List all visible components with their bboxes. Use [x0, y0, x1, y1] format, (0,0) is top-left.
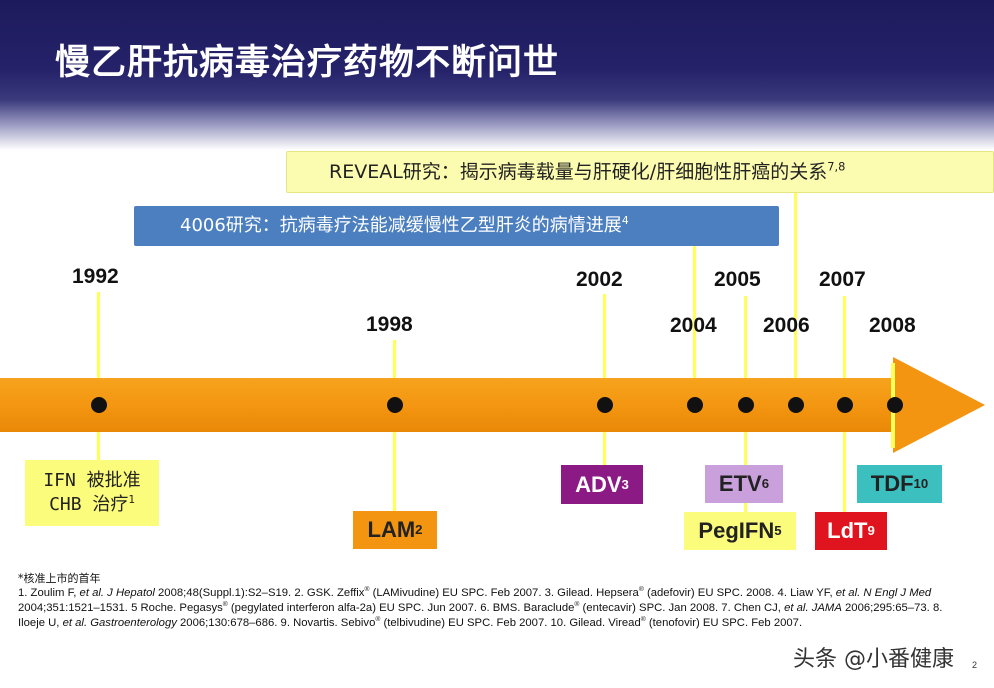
- header-band: [0, 0, 994, 150]
- ref-text: (telbivudine) EU SPC. Feb 2007. 10. Gile…: [380, 617, 641, 629]
- year-2007: 2007: [819, 268, 866, 291]
- year-2005: 2005: [714, 268, 761, 291]
- ref-text: 2006;130:678–686. 9. Novartis. Sebivo: [176, 617, 376, 629]
- ref-text: (LAMivudine) EU SPC. Feb 2007. 3. Gilead…: [369, 587, 639, 599]
- ref-reg: ®: [222, 601, 228, 609]
- reveal-study-ref: 7,8: [827, 159, 846, 174]
- ref-italic: et al. JAMA: [784, 602, 842, 614]
- year-2004: 2004: [670, 314, 717, 337]
- study-4006-bar: 4006研究：抗病毒疗法能减缓慢性乙型肝炎的病情进展4: [134, 206, 779, 246]
- year-2006: 2006: [763, 314, 810, 337]
- timeline-dot-2006: [788, 397, 804, 413]
- drug-ifn-ref: 1: [128, 493, 135, 506]
- watermark: 头条 @小番健康: [793, 647, 954, 672]
- references-block: *核准上市的首年 1. Zoulim F, et al. J Hepatol 2…: [18, 571, 970, 631]
- study-4006-ref: 4: [621, 214, 629, 227]
- ref-reg: ®: [574, 601, 580, 609]
- study-4006-text: 4006研究：抗病毒疗法能减缓慢性乙型肝炎的病情进展: [180, 215, 622, 236]
- ref-reg: ®: [364, 586, 370, 594]
- timeline-arrow-head: [893, 357, 985, 453]
- drug-tdf-box: TDF 10: [857, 465, 942, 503]
- ref-text: 2004;351:1521–1531. 5 Roche. Pegasys: [18, 602, 223, 614]
- ref-italic: et al. N Engl J Med: [835, 587, 932, 599]
- drug-adv-label: ADV: [575, 471, 622, 497]
- connector-2004: [693, 246, 696, 406]
- ref-text: 2008;48(Suppl.1):S2–S19. 2. GSK. Zeffix: [154, 587, 365, 599]
- timeline-dot-2007: [837, 397, 853, 413]
- reveal-study-text: REVEAL研究：揭示病毒载量与肝硬化/肝细胞性肝癌的关系: [329, 161, 828, 183]
- year-1998: 1998: [366, 313, 413, 336]
- ref-reg: ®: [638, 586, 644, 594]
- ref-italic: et al. Gastroenterology: [62, 617, 177, 629]
- drug-ldt-label: LdT: [827, 518, 868, 543]
- ref-text: 1. Zoulim F,: [18, 587, 80, 599]
- drug-pegifn-box: PegIFN 5: [684, 512, 796, 550]
- drug-ldt-box: LdT 9: [815, 512, 887, 550]
- drug-ifn-line2: CHB 治疗: [49, 494, 129, 515]
- ref-italic: et al. J Hepatol: [79, 587, 155, 599]
- slide-title: 慢乙肝抗病毒治疗药物不断问世: [55, 43, 560, 83]
- drug-lam-box: LAM 2: [353, 511, 437, 549]
- drug-ifn-box: IFN 被批准 CHB 治疗1: [25, 460, 159, 526]
- year-2008: 2008: [869, 314, 916, 337]
- reference-list: 1. Zoulim F, et al. J Hepatol 2008;48(Su…: [18, 586, 970, 631]
- timeline-dot-2005: [738, 397, 754, 413]
- reveal-study-bar: REVEAL研究：揭示病毒载量与肝硬化/肝细胞性肝癌的关系7,8: [286, 151, 994, 193]
- ref-text: (tenofovir) EU SPC. Feb 2007.: [645, 617, 803, 629]
- ref-text: (entecavir) SPC. Jan 2008. 7. Chen CJ,: [579, 602, 785, 614]
- timeline-arrow-body: [0, 378, 900, 432]
- ref-text: (adefovir) EU SPC. 2008. 4. Liaw YF,: [643, 587, 836, 599]
- drug-ifn-line2-wrap: CHB 治疗1: [25, 493, 159, 517]
- ref-reg: ®: [640, 616, 646, 624]
- timeline-dot-1992: [91, 397, 107, 413]
- drug-adv-box: ADV 3: [561, 465, 643, 504]
- ref-text: 2006;295:65–73. 8. Iloeje U,: [18, 602, 943, 629]
- year-1992: 1992: [72, 265, 119, 288]
- connector-2006: [794, 191, 797, 404]
- timeline-dot-2008: [887, 397, 903, 413]
- timeline-dot-2004: [687, 397, 703, 413]
- drug-pegifn-label: PegIFN: [698, 518, 775, 543]
- drug-tdf-label: TDF: [870, 471, 914, 496]
- timeline-dot-2002: [597, 397, 613, 413]
- footnote-star: *核准上市的首年: [18, 572, 101, 585]
- ref-text: (pegylated interferon alfa-2a) EU SPC. J…: [227, 602, 575, 614]
- ref-reg: ®: [375, 616, 381, 624]
- drug-lam-label: LAM: [367, 517, 416, 542]
- drug-etv-box: ETV 6: [705, 465, 783, 503]
- year-2002: 2002: [576, 268, 623, 291]
- drug-etv-label: ETV: [718, 471, 762, 496]
- drug-ifn-line1: IFN 被批准: [43, 470, 141, 491]
- page-number: 2: [972, 660, 978, 670]
- timeline-dot-1998: [387, 397, 403, 413]
